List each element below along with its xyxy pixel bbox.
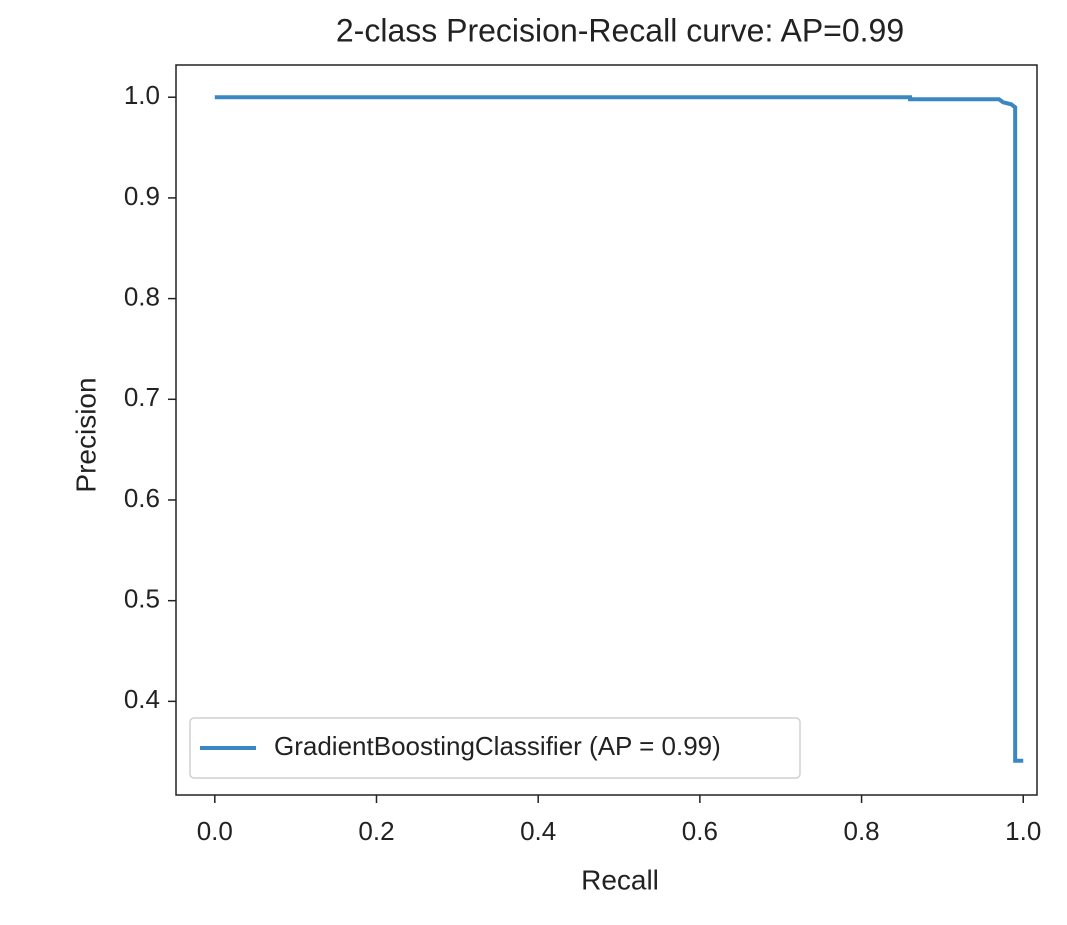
y-tick-label: 0.9 xyxy=(124,181,160,211)
x-axis-label: Recall xyxy=(581,864,659,895)
y-tick-label: 0.8 xyxy=(124,281,160,311)
axes-frame xyxy=(175,64,1038,796)
legend-box xyxy=(189,717,801,779)
chart-title: 2-class Precision-Recall curve: AP=0.99 xyxy=(336,12,904,48)
y-tick-label: 0.5 xyxy=(124,584,160,614)
y-tick-label: 0.7 xyxy=(124,382,160,412)
y-tick-label: 0.6 xyxy=(124,483,160,513)
x-tick-label: 0.6 xyxy=(682,816,718,846)
x-tick-label: 0.2 xyxy=(358,816,394,846)
legend-label: GradientBoostingClassifier (AP = 0.99) xyxy=(274,731,721,761)
data-line xyxy=(214,95,1024,763)
x-tick-label: 0.4 xyxy=(520,816,556,846)
x-tick-label: 0.8 xyxy=(843,816,879,846)
x-tick-label: 1.0 xyxy=(1005,816,1041,846)
y-tick-label: 1.0 xyxy=(124,80,160,110)
y-axis-label: Precision xyxy=(70,377,101,492)
y-tick-label: 0.4 xyxy=(124,684,160,714)
x-tick-label: 0.0 xyxy=(197,816,233,846)
